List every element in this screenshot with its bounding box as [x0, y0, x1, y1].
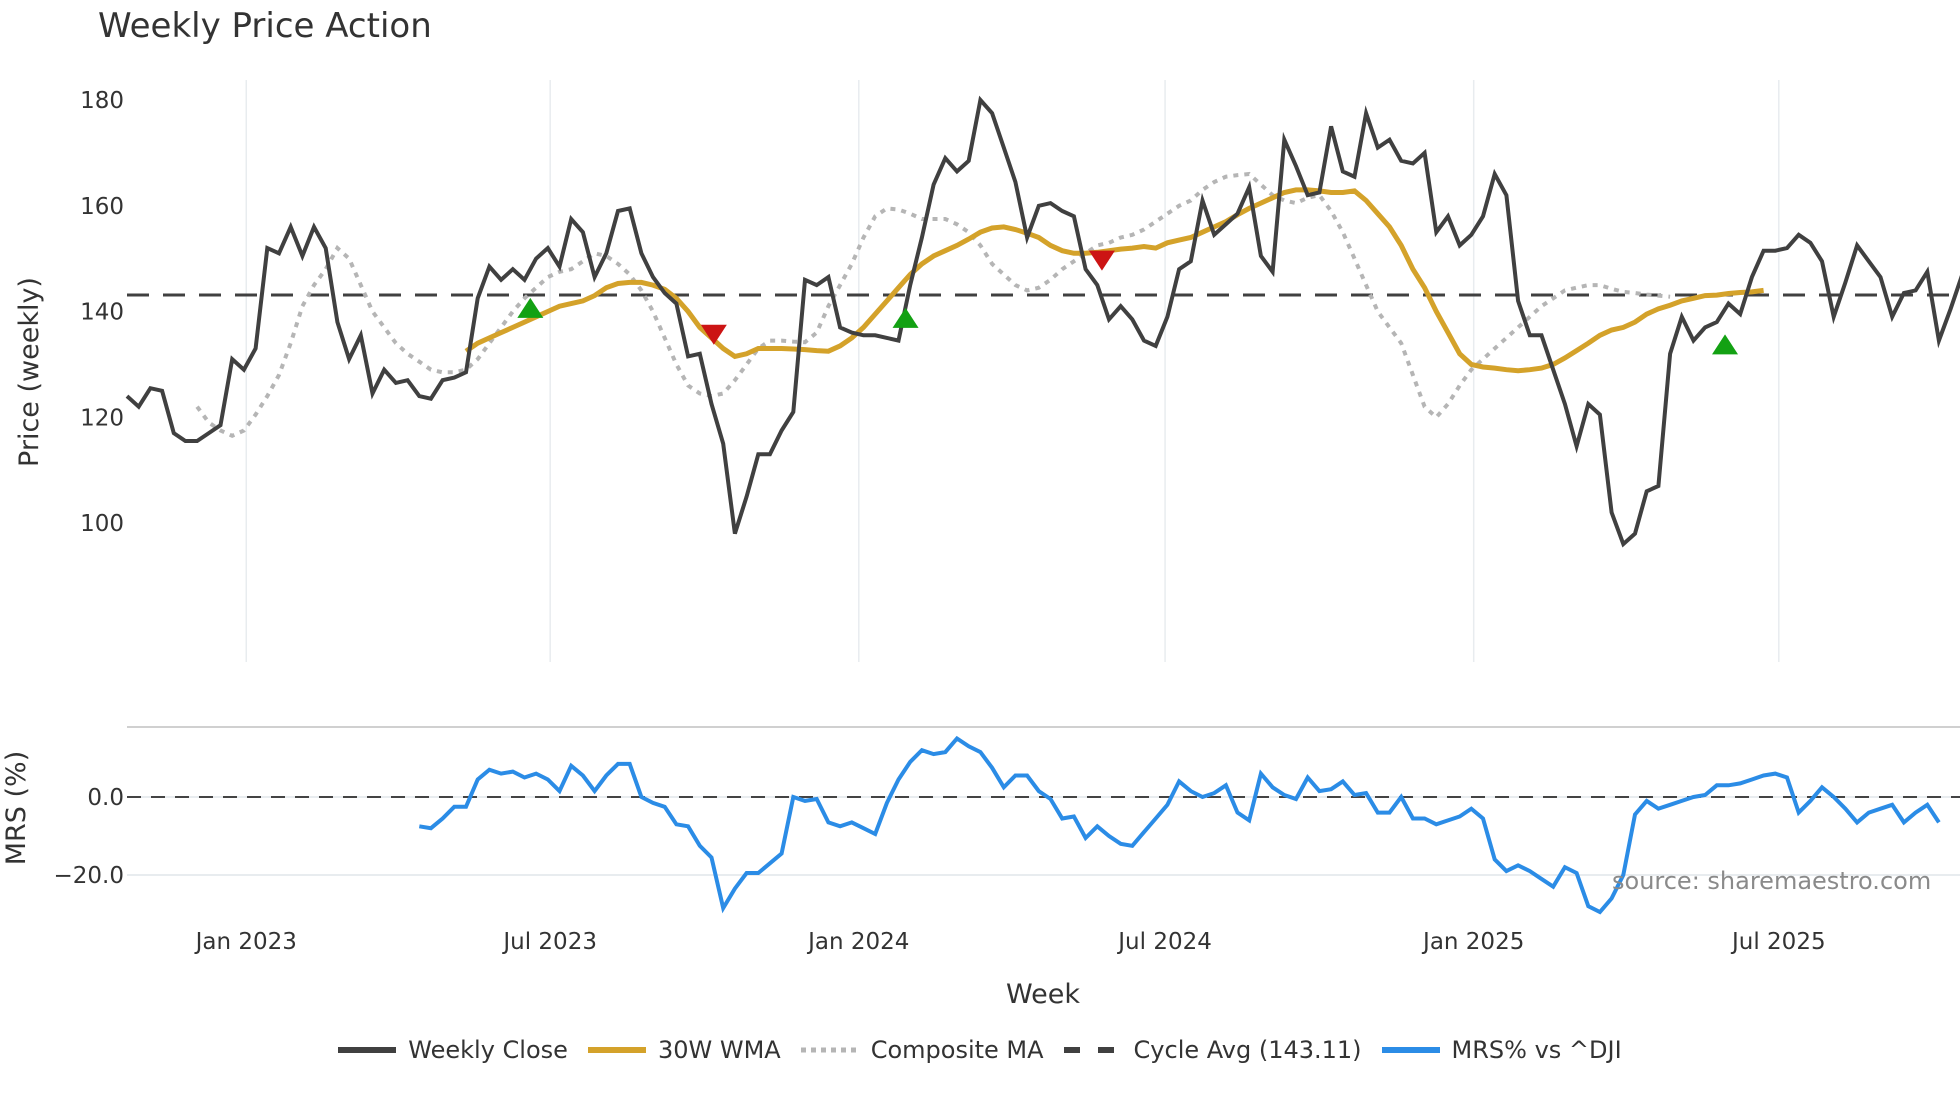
mrs-tick-label: −20.0 — [54, 863, 124, 889]
price-tick-label: 180 — [80, 88, 124, 114]
x-tick-label: Jan 2025 — [1421, 929, 1524, 955]
x-axis-title: Week — [1006, 979, 1080, 1010]
mrs-tick-label: 0.0 — [87, 785, 124, 811]
price-tick-label: 140 — [80, 300, 124, 326]
legend-label: MRS% vs ^DJI — [1451, 1036, 1622, 1064]
x-tick-label: Jul 2025 — [1730, 929, 1826, 955]
source-label: source: sharemaestro.com — [1612, 867, 1932, 895]
legend-item[interactable]: 30W WMA — [587, 1036, 781, 1064]
mrs-y-axis: 0.0 −20.0 — [54, 785, 124, 889]
legend-label: Composite MA — [870, 1036, 1044, 1064]
sell-signal-down-triangle-icon — [1088, 250, 1115, 271]
composite-ma-line — [195, 171, 1671, 438]
x-tick-label: Jul 2024 — [1116, 929, 1212, 955]
price-tick-label: 160 — [80, 194, 124, 220]
mrs-plot — [127, 735, 1960, 915]
x-tick-label: Jan 2024 — [806, 929, 909, 955]
mrs-axis-title: MRS (%) — [1, 751, 32, 866]
buy-signal-up-triangle-icon — [1712, 334, 1739, 355]
price-tick-label: 120 — [80, 405, 124, 431]
legend-item[interactable]: MRS% vs ^DJI — [1381, 1036, 1622, 1064]
legend-swatch-icon — [800, 1047, 859, 1053]
buy-signal-up-triangle-icon — [517, 297, 544, 318]
price-tick-label: 100 — [80, 511, 124, 537]
price-plot — [125, 95, 1960, 548]
chart-title: Weekly Price Action — [98, 6, 432, 46]
signal-markers — [517, 250, 1739, 355]
legend-item[interactable]: Composite MA — [800, 1036, 1044, 1064]
buy-signal-up-triangle-icon — [892, 307, 919, 328]
wma-line — [464, 187, 1764, 374]
legend-label: Weekly Close — [408, 1036, 568, 1064]
x-tick-label: Jan 2023 — [194, 929, 297, 955]
legend: Weekly Close 30W WMA Composite MA Cycle Avg… — [0, 1036, 1960, 1064]
weekly-close-line — [125, 95, 1960, 548]
legend-swatch-icon — [1381, 1047, 1440, 1053]
sell-signal-down-triangle-icon — [700, 324, 727, 345]
legend-swatch-icon — [587, 1047, 646, 1053]
legend-item[interactable]: Cycle Avg (143.11) — [1063, 1036, 1362, 1064]
price-grid — [245, 80, 1780, 662]
price-y-axis: 100 120 140 160 180 — [80, 88, 124, 537]
legend-label: Cycle Avg (143.11) — [1133, 1036, 1362, 1064]
x-axis: Jan 2023 Jul 2023 Jan 2024 Jul 2024 Jan 2025… — [194, 929, 1826, 955]
price-axis-title: Price (weekly) — [14, 277, 45, 467]
legend-swatch-icon — [338, 1047, 397, 1053]
legend-item[interactable]: Weekly Close — [338, 1036, 568, 1064]
legend-label: 30W WMA — [657, 1036, 781, 1064]
legend-swatch-icon — [1063, 1047, 1122, 1053]
x-tick-label: Jul 2023 — [501, 929, 597, 955]
mrs-line — [418, 735, 1941, 915]
mrs-grid — [127, 796, 1960, 876]
